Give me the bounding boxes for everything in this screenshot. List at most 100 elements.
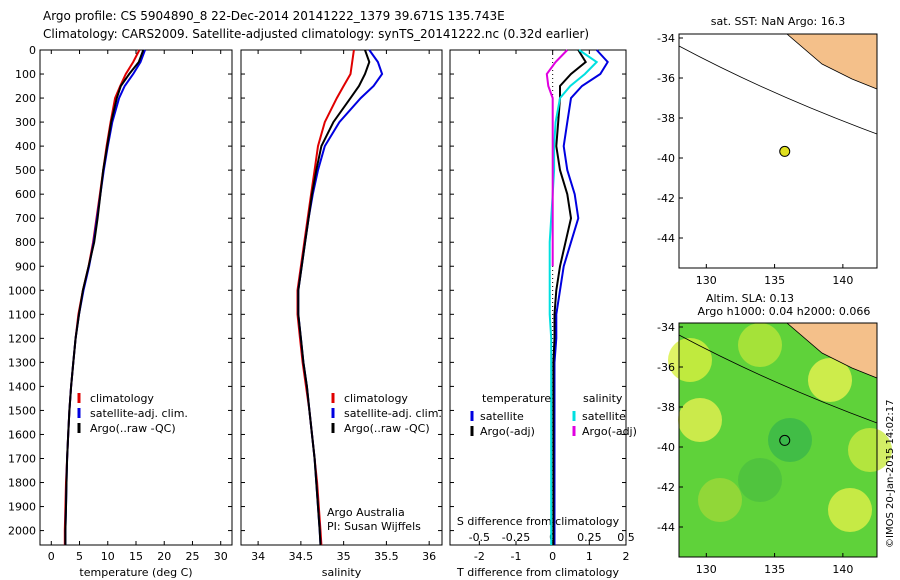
y-tick-label: 1300 [8,356,36,369]
s-axis-label: S difference from climatology [457,515,620,528]
series-line [296,49,355,546]
x-tick-label: 2 [623,550,630,563]
s-tick-label: 0.25 [577,531,602,544]
map-x-tick-label: 135 [764,274,785,287]
x-axis-label: salinity [322,566,362,579]
x-tick-label: 34.5 [289,550,314,563]
y-tick-label: 1900 [8,501,36,514]
legend-label: Argo(-adj) [480,425,535,438]
map-y-tick-label: -38 [657,401,675,414]
plot-frame [449,49,627,546]
y-tick-label: 1400 [8,380,36,393]
x-tick-label: 35 [337,550,351,563]
y-tick-label: 1700 [8,452,36,465]
legend-label: satellite [480,410,524,423]
x-tick-label: 0 [549,550,556,563]
map-y-tick-label: -42 [657,481,675,494]
map-y-tick-label: -34 [657,321,675,334]
sla-blob [738,323,782,367]
map-x-tick-label: 140 [832,563,853,576]
sla-blob [678,398,722,442]
map-x-tick-label: 130 [696,274,717,287]
series-line [64,49,146,545]
bathymetry-contour [678,334,878,424]
y-tick-label: 700 [15,212,36,225]
y-tick-label: 1200 [8,332,36,345]
x-tick-label: 10 [101,550,115,563]
map-y-tick-label: -38 [657,112,675,125]
x-tick-label: 1 [586,550,593,563]
x-tick-label: 35.5 [374,550,399,563]
legend-title: temperature [482,392,551,405]
x-axis-label: temperature (deg C) [79,566,192,579]
sla-blob [848,428,892,472]
sla-blob [828,488,872,532]
y-tick-label: 300 [15,116,36,129]
sla-blob [808,358,852,402]
series-line [64,49,145,545]
map-title: sat. SST: NaN Argo: 16.3 [711,15,845,28]
y-tick-label: 900 [15,260,36,273]
float-marker [779,145,791,157]
map-y-tick-label: -40 [657,441,675,454]
series-line [552,49,588,545]
legend-label: climatology [90,392,154,405]
s-tick-label: -0.25 [502,531,530,544]
series-line [548,49,599,545]
legend-label: satellite [582,410,626,423]
map-frame [678,33,878,269]
map-x-tick-label: 135 [764,563,785,576]
legend-label: satellite-adj. clim. [344,407,442,420]
map-y-tick-label: -42 [657,192,675,205]
x-tick-label: -1 [511,550,522,563]
x-tick-label: 5 [76,550,83,563]
sla-blob [698,478,742,522]
chart-title-line2: Climatology: CARS2009. Satellite-adjuste… [43,27,590,41]
annotation-text: Argo Australia [327,506,405,519]
x-tick-label: -2 [474,550,485,563]
map-y-tick-label: -34 [657,32,675,45]
sla-blob [668,338,712,382]
y-tick-label: 400 [15,140,36,153]
x-tick-label: 34 [251,550,265,563]
x-tick-label: 15 [129,550,143,563]
y-tick-label: 1100 [8,308,36,321]
series-line [297,49,384,546]
y-tick-label: 1600 [8,428,36,441]
map-y-tick-label: -36 [657,361,675,374]
series-line [63,49,141,545]
legend-label: satellite-adj. clim. [90,407,188,420]
map-y-tick-label: -44 [657,232,675,245]
y-tick-label: 500 [15,164,36,177]
s-tick-label: -0.5 [469,531,490,544]
chart-title-line1: Argo profile: CS 5904890_8 22-Dec-2014 2… [43,9,505,23]
s-tick-label: 0.5 [617,531,635,544]
x-tick-label: 36 [422,550,436,563]
plot-frame [39,49,233,546]
legend-title: salinity [583,392,623,405]
sla-blob [738,458,782,502]
x-axis-label: T difference from climatology [456,566,619,579]
y-tick-label: 0 [29,44,36,57]
legend-label: climatology [344,392,408,405]
float-marker [779,434,791,446]
credit-text: ©IMOS 20-Jan-2015 14:02:17 [885,400,896,548]
x-tick-label: 20 [157,550,171,563]
legend-label: Argo(..raw -QC) [344,422,430,435]
map-frame [678,322,878,558]
y-tick-label: 1800 [8,477,36,490]
plot-frame [240,49,443,546]
map-title: Altim. SLA: 0.13 [706,292,794,305]
map-x-tick-label: 130 [696,563,717,576]
y-tick-label: 1000 [8,284,36,297]
bathymetry-contour [678,45,878,135]
map-y-tick-label: -40 [657,152,675,165]
y-tick-label: 1500 [8,404,36,417]
y-tick-label: 100 [15,68,36,81]
map-x-tick-label: 140 [832,274,853,287]
annotation-text: PI: Susan Wijffels [327,520,421,533]
y-tick-label: 2000 [8,525,36,538]
series-line [553,49,609,545]
series-line [297,49,371,546]
